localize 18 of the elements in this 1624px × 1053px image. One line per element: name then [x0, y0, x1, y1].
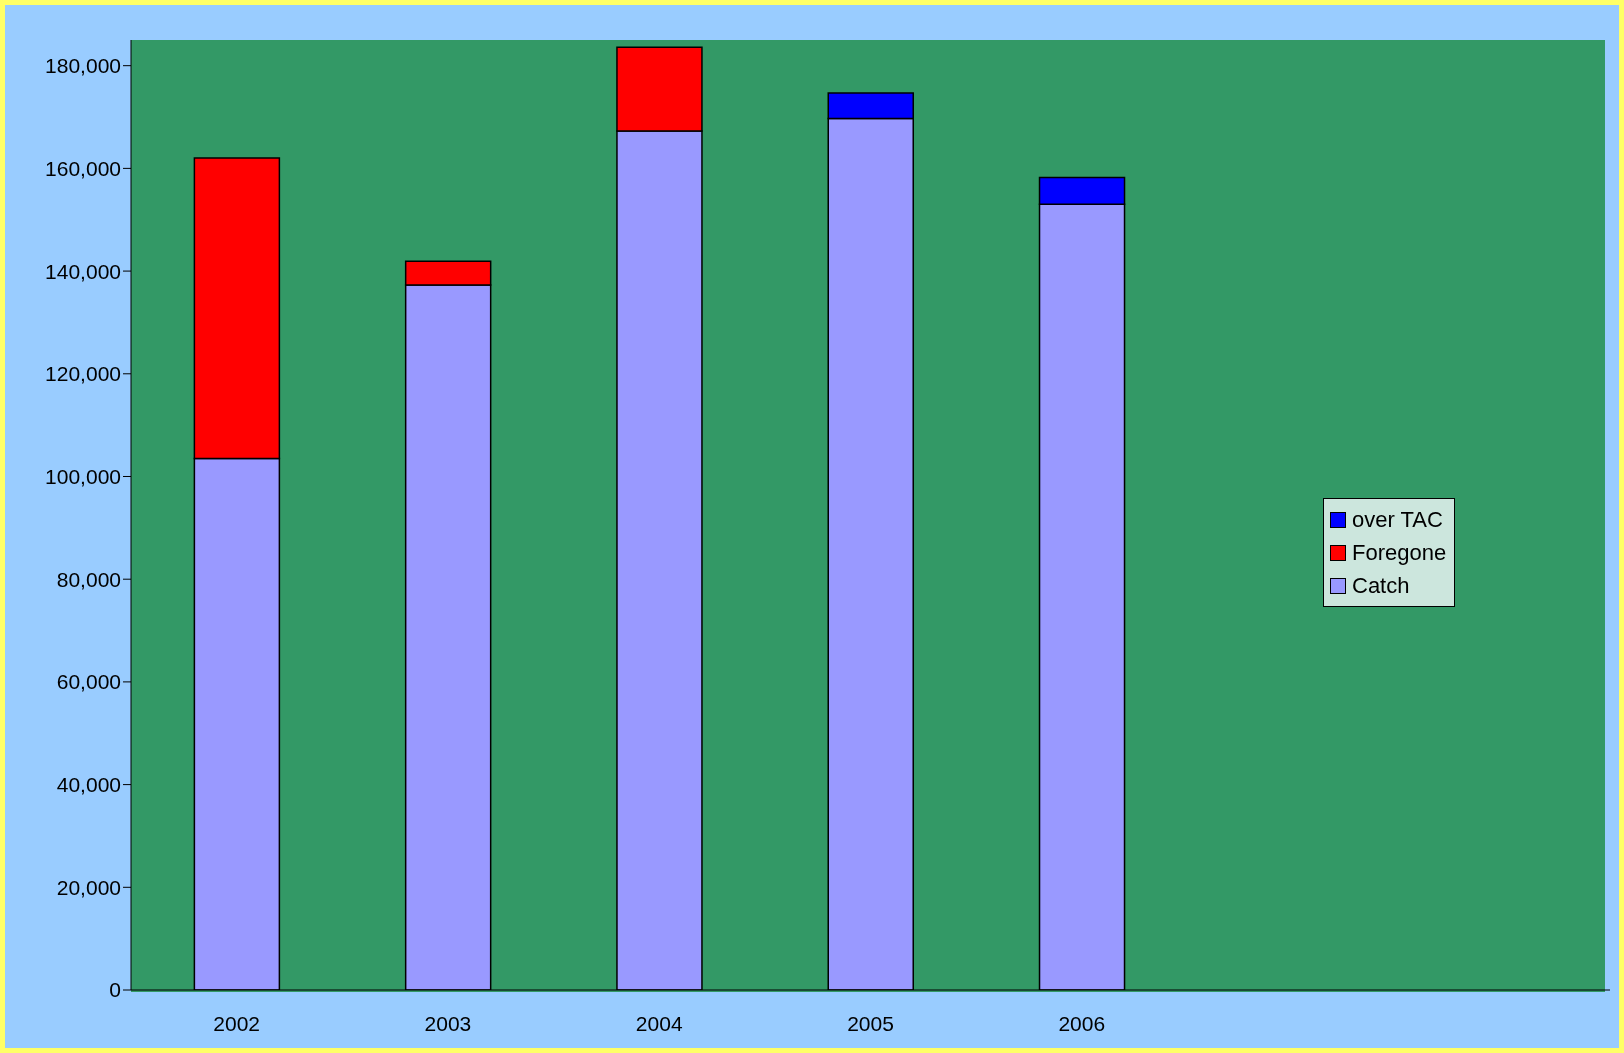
legend-label: Catch [1352, 572, 1410, 600]
x-tick-label: 2004 [635, 1011, 683, 1035]
y-tick-label: 40,000 [56, 773, 121, 797]
y-tick-label: 160,000 [45, 156, 121, 180]
y-tick-label: 80,000 [56, 567, 121, 591]
legend-label: over TAC [1352, 506, 1443, 534]
legend-label: Foregone [1352, 539, 1447, 567]
y-tick-label: 100,000 [45, 464, 121, 488]
x-tick-label: 2002 [213, 1011, 260, 1035]
y-tick-label: 20,000 [56, 875, 121, 899]
y-tick-label: 180,000 [45, 54, 121, 78]
y-tick-label: 0 [109, 978, 121, 1002]
x-tick-label: 2006 [1058, 1011, 1106, 1035]
x-tick-label: 2003 [424, 1011, 472, 1035]
y-tick-label: 60,000 [56, 670, 121, 694]
y-tick-label: 140,000 [45, 259, 121, 283]
x-tick-label: 2005 [847, 1011, 894, 1035]
y-tick-label: 120,000 [45, 362, 121, 386]
